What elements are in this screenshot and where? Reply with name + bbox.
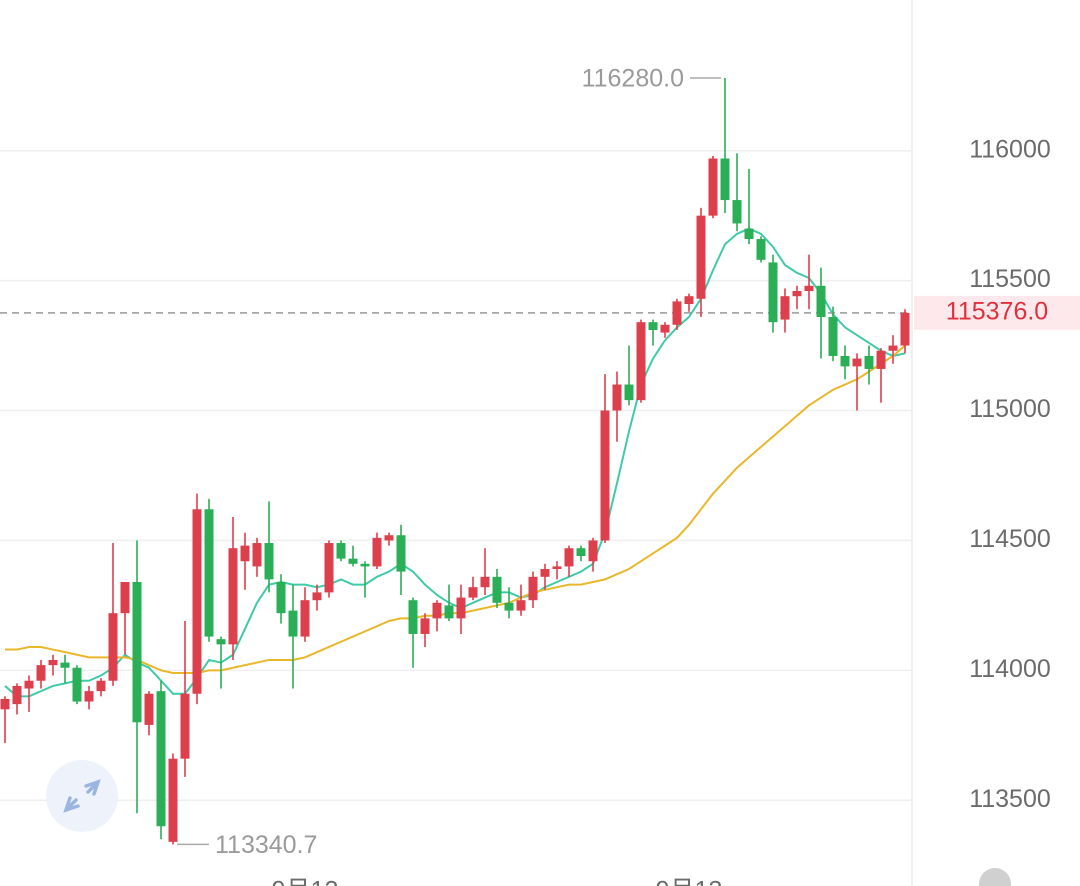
max-label: 116280.0 [582, 65, 684, 93]
candle-body [48, 659, 58, 666]
min-label: 113340.7 [215, 831, 317, 859]
candle-body [336, 543, 346, 559]
last-price-badge [914, 295, 1080, 330]
y-tick-label: 114000 [969, 655, 1051, 683]
candle-body [216, 639, 226, 645]
candle-body [564, 548, 574, 567]
candle-body [372, 537, 382, 567]
moving-average-line [5, 344, 906, 674]
candle-body [72, 667, 82, 702]
candle-body [852, 358, 862, 367]
last-price-label: 115376.0 [946, 297, 1048, 325]
candle-body [540, 569, 550, 577]
candle-body [780, 296, 790, 320]
candle-body [204, 509, 214, 637]
candle-body [696, 215, 706, 299]
candle-body [660, 324, 670, 333]
candle-body [720, 158, 730, 201]
candle-body [828, 316, 838, 356]
y-tick-label: 115500 [969, 265, 1051, 293]
candle-body [12, 685, 22, 705]
candle-body [276, 582, 286, 614]
candle-body [192, 509, 202, 694]
candle-body [612, 384, 622, 411]
candle-body [480, 576, 490, 588]
candle-body [468, 587, 478, 598]
candle-body [228, 548, 238, 645]
candle-body [792, 291, 802, 297]
candle-body [132, 582, 142, 723]
candle-body [108, 613, 118, 681]
candle-body [588, 540, 598, 562]
candle-body [816, 285, 826, 317]
candle-body [168, 758, 178, 842]
candle-body [840, 355, 850, 367]
candle-body [600, 410, 610, 541]
candle-body [348, 558, 358, 564]
candle-body [528, 576, 538, 601]
candle-body [240, 545, 250, 562]
candle-body [888, 345, 898, 351]
candle-body [732, 200, 742, 224]
candle-body [36, 665, 46, 681]
candle-body [156, 691, 166, 827]
moving-average-line [4, 227, 906, 698]
candle-body [24, 680, 34, 689]
candle-body [144, 693, 154, 725]
candle-body [756, 239, 766, 260]
candle-body [444, 605, 454, 619]
candle-body [300, 600, 310, 637]
candle-body [312, 592, 322, 601]
y-tick-label: 113500 [969, 785, 1051, 813]
candle-body [432, 602, 442, 619]
scroll-button[interactable] [979, 868, 1011, 886]
y-tick-label: 115000 [969, 395, 1051, 423]
candle-body [900, 312, 910, 346]
candle-body [408, 600, 418, 634]
candle-body [744, 228, 754, 240]
candle-body [264, 543, 274, 580]
y-tick-label: 116000 [969, 135, 1051, 163]
candle-body [876, 350, 886, 369]
candle-body [420, 618, 430, 634]
candle-body [684, 296, 694, 304]
candle-body [492, 576, 502, 603]
candle-body [120, 582, 130, 614]
candle-body [180, 693, 190, 759]
candle-body [60, 662, 70, 668]
x-tick-label: 9月12 [272, 877, 339, 886]
expand-icon [63, 779, 101, 813]
candle-body [504, 602, 514, 611]
candle-body [624, 384, 634, 401]
candle-body [864, 355, 874, 369]
candle-body [768, 262, 778, 323]
candle-body [360, 563, 370, 567]
candle-body [576, 548, 586, 557]
candle-body [804, 285, 814, 292]
candle-body [288, 610, 298, 637]
candle-body [516, 600, 526, 611]
candle-body [252, 543, 262, 567]
candle-body [84, 691, 94, 702]
candle-body [648, 322, 658, 330]
candle-body [0, 698, 10, 710]
candle-body [552, 566, 562, 570]
candle-body [456, 597, 466, 619]
candle-body [396, 535, 406, 572]
candle-body [96, 680, 106, 692]
y-tick-label: 114500 [969, 525, 1051, 553]
candle-body [384, 535, 394, 541]
x-tick-label: 9月13 [656, 877, 723, 886]
candle-body [636, 322, 646, 401]
candle-body [708, 158, 718, 216]
expand-button[interactable] [46, 760, 118, 832]
candle-body [672, 301, 682, 325]
candle-body [324, 543, 334, 593]
